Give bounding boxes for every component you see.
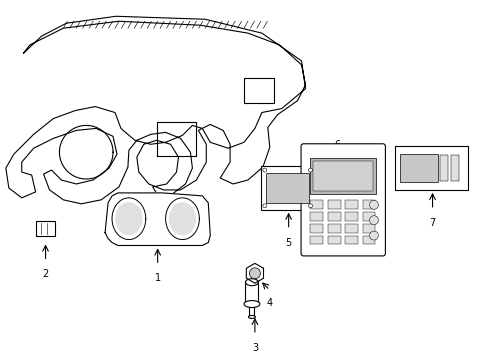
Circle shape [369,231,378,240]
Bar [36,221,55,235]
Bar [327,235,340,244]
Text: 1: 1 [154,273,161,283]
Text: 4: 4 [266,298,272,308]
Circle shape [308,204,312,208]
Bar [362,201,375,210]
Bar [249,303,254,317]
Bar [327,201,340,210]
Ellipse shape [244,301,259,307]
Bar [440,155,447,181]
Circle shape [369,201,378,209]
Bar [345,212,357,221]
Circle shape [263,204,266,208]
Circle shape [249,268,260,279]
Bar [399,154,437,182]
Bar [313,161,372,191]
Bar [310,201,323,210]
Bar [260,166,314,210]
Bar [266,172,308,203]
Polygon shape [112,198,145,239]
Circle shape [263,168,266,172]
Polygon shape [246,264,263,283]
Bar [362,235,375,244]
Polygon shape [116,203,142,235]
Bar [362,212,375,221]
Text: 7: 7 [428,218,435,228]
Circle shape [308,168,312,172]
Text: 6: 6 [333,140,340,150]
Bar [310,235,323,244]
Bar [310,158,375,194]
Bar [345,235,357,244]
Bar [394,146,468,190]
Polygon shape [105,193,210,246]
Ellipse shape [245,279,258,286]
Polygon shape [165,198,199,239]
Text: 2: 2 [42,269,49,279]
Bar [327,212,340,221]
Bar [310,224,323,233]
Bar [245,282,258,304]
Circle shape [369,216,378,225]
Text: 3: 3 [251,343,258,353]
FancyBboxPatch shape [301,144,385,256]
Bar [345,224,357,233]
Text: 5: 5 [285,238,291,248]
Polygon shape [169,203,195,235]
Ellipse shape [248,315,255,319]
Bar [362,224,375,233]
Bar [345,201,357,210]
Bar [310,212,323,221]
Bar [327,224,340,233]
Bar [450,155,458,181]
